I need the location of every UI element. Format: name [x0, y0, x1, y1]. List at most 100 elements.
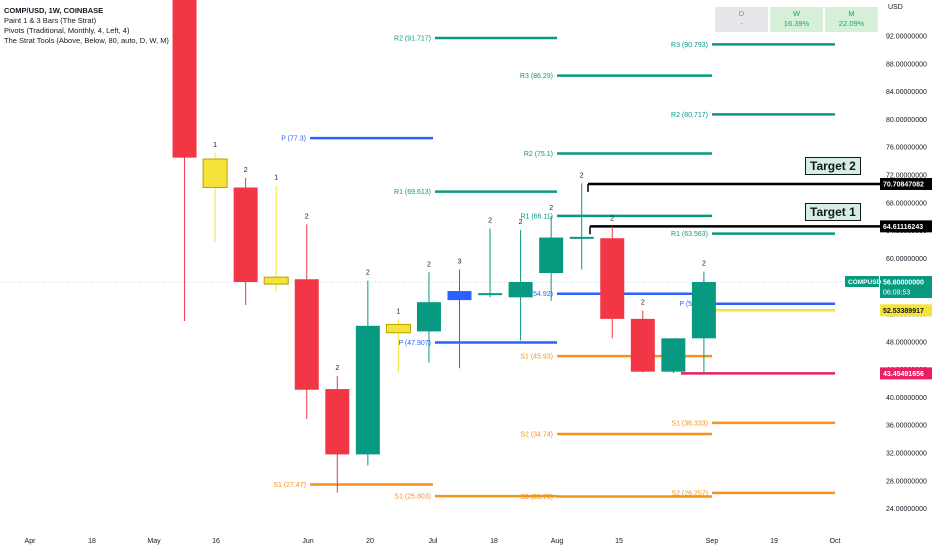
- candle-strat-label: 2: [335, 365, 339, 372]
- timeframe-daily-box: D -: [715, 7, 768, 32]
- candle-body: [569, 236, 594, 239]
- pivot-line-label: R2 (80.717): [671, 112, 708, 119]
- candle-strat-label: 2: [549, 205, 553, 212]
- pivot-line-label: R1 (69.613): [394, 189, 431, 196]
- level-price-badge-bg: [880, 304, 932, 317]
- pivot-line-label: S1 (36.333): [671, 420, 708, 427]
- level-price-badge-bg: [880, 177, 932, 190]
- candle-strat-label: 2: [519, 219, 523, 226]
- level-price-badge: 43.45491656: [883, 371, 924, 378]
- candle-body: [691, 282, 716, 339]
- candle-body: [539, 237, 564, 273]
- timeframe-monthly-box: M 22.09%: [825, 7, 878, 32]
- candle-body: [294, 279, 319, 390]
- y-tick-label: 84.00000000: [886, 89, 927, 96]
- candle-body: [447, 291, 472, 301]
- candle-body: [508, 282, 533, 298]
- pivot-line-label: R2 (75.1): [524, 151, 553, 158]
- candle-body: [172, 0, 197, 158]
- y-tick-label: 68.00000000: [886, 200, 927, 207]
- target-1-label: Target 1: [805, 203, 861, 221]
- timeframe-weekly-label: W: [792, 9, 801, 18]
- y-tick-label: 88.00000000: [886, 61, 927, 68]
- x-tick-label: Jun: [302, 538, 313, 545]
- candle-strat-label: 2: [366, 270, 370, 277]
- pivot-line-label: S2 (34.74): [520, 431, 553, 438]
- y-tick-label: 40.00000000: [886, 395, 927, 402]
- candle-strat-label: 3: [458, 259, 462, 266]
- candle-strat-label: 2: [488, 218, 492, 225]
- level-price-badge: 52.53389917: [883, 308, 924, 315]
- symbol-title[interactable]: COMP/USD, 1W, COINBASE: [4, 6, 104, 15]
- candle-body: [202, 158, 228, 189]
- y-tick-label: 72.00000000: [886, 173, 927, 180]
- candle-body: [478, 293, 503, 296]
- candle-strat-label: 2: [610, 215, 614, 222]
- candle-body: [325, 389, 350, 455]
- timeframe-daily-label: D: [738, 9, 745, 18]
- timeframe-monthly-label: M: [848, 9, 855, 18]
- pivot-line-label: P (77.3): [281, 136, 306, 143]
- candle-strat-label: 2: [244, 167, 248, 174]
- candle-strat-label: 2: [641, 300, 645, 307]
- target-2-label: Target 2: [805, 157, 861, 175]
- y-tick-label: 60.00000000: [886, 256, 927, 263]
- pivot-line-label: R1 (63.563): [671, 231, 708, 238]
- pivot-line-label: R2 (91.717): [394, 35, 431, 42]
- indicator-legend-strat-bars[interactable]: Paint 1 & 3 Bars (The Strat): [4, 16, 97, 25]
- y-tick-label: 48.00000000: [886, 339, 927, 346]
- indicator-legend-strat-tools[interactable]: The Strat Tools (Above, Below, 80, auto,…: [4, 36, 169, 45]
- x-tick-label: Jul: [429, 538, 438, 545]
- pivot-line-label: R1 (66.11): [520, 213, 553, 220]
- pivot-line-label: P (54.92): [524, 291, 553, 298]
- y-tick-label: 36.00000000: [886, 423, 927, 430]
- x-tick-label: Aug: [551, 538, 564, 545]
- x-tick-label: 16: [212, 538, 220, 545]
- level-price-badge-bg: [880, 367, 932, 380]
- candle-strat-label: 2: [427, 261, 431, 268]
- y-tick-label: 24.00000000: [886, 506, 927, 513]
- x-tick-label: Oct: [830, 538, 841, 545]
- y-tick-label: 76.00000000: [886, 145, 927, 152]
- level-price-badge-bg: [880, 220, 932, 233]
- y-tick-label: 80.00000000: [886, 117, 927, 124]
- candle-body: [263, 276, 289, 285]
- candle-body: [600, 238, 625, 319]
- currency-label: USD: [888, 4, 903, 11]
- timeframe-weekly-box: W 16.39%: [770, 7, 823, 32]
- pivot-line-label: S1 (25.803): [394, 494, 431, 501]
- y-tick-label: 92.00000000: [886, 34, 927, 41]
- candle-strat-label: 2: [580, 172, 584, 179]
- candle-strat-label: 2: [305, 213, 309, 220]
- bar-countdown: 06:09:53: [883, 290, 910, 297]
- pivot-line-label: S1 (27.47): [273, 482, 306, 489]
- candle-strat-label: 1: [274, 174, 278, 181]
- x-tick-label: Sep: [706, 538, 719, 545]
- level-price-badge: 64.61116243: [883, 224, 923, 231]
- pivot-line-label: R3 (86.29): [520, 73, 553, 80]
- y-tick-label: 28.00000000: [886, 478, 927, 485]
- candle-strat-label: 1: [396, 309, 400, 316]
- x-tick-label: 20: [366, 538, 374, 545]
- candle-strat-label: 2: [702, 261, 706, 268]
- candle-body: [630, 318, 655, 372]
- x-tick-label: 18: [88, 538, 96, 545]
- level-price-badge: 70.70847082: [883, 181, 924, 188]
- x-tick-label: 15: [615, 538, 623, 545]
- pivot-line-label: S3 (25.75): [520, 494, 553, 501]
- current-price-badge: 56.60000000: [883, 280, 924, 287]
- candle-body: [233, 187, 258, 283]
- pivot-line-label: P (47.907): [398, 340, 431, 347]
- x-tick-label: Apr: [25, 538, 37, 545]
- indicator-legend-pivots[interactable]: Pivots (Traditional, Monthly, 4, Left, 4…: [4, 26, 130, 35]
- current-price-badge-bg: [880, 276, 932, 299]
- candle-body: [416, 302, 441, 332]
- y-tick-label: 32.00000000: [886, 451, 927, 458]
- candle-body: [355, 325, 380, 455]
- pivot-line-label: R3 (90.793): [671, 42, 708, 49]
- timeframe-weekly-value: 16.39%: [783, 19, 810, 28]
- candle-body: [661, 338, 686, 372]
- symbol-badge: COMPUSD: [848, 279, 882, 286]
- pivot-line-label: S1 (45.93): [520, 354, 553, 361]
